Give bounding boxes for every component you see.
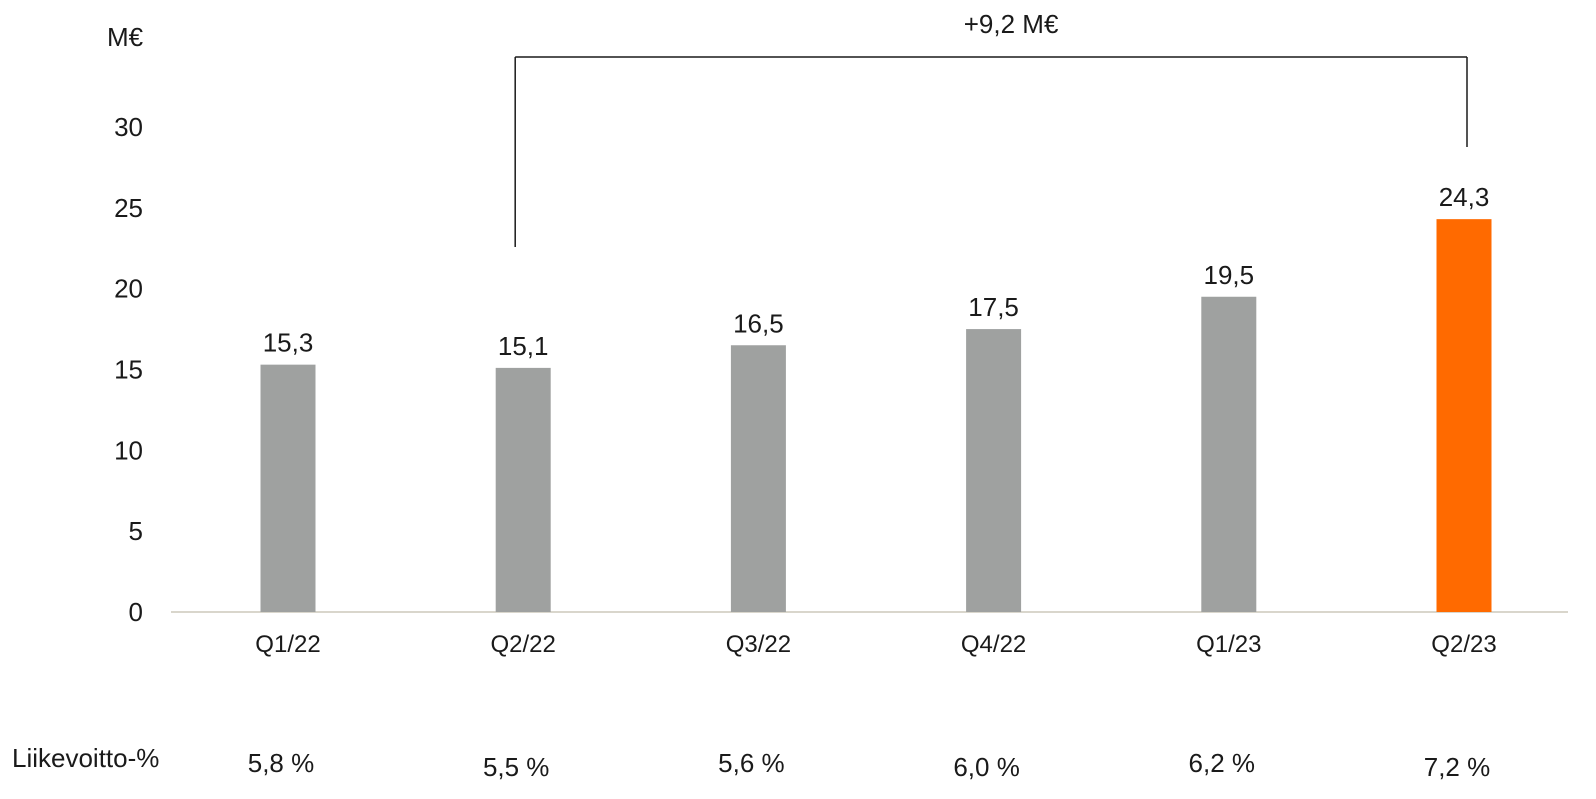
bar-value-label: 16,5 [733, 308, 784, 338]
bar [730, 345, 786, 612]
change-annotation: +9,2 M€ [964, 9, 1059, 39]
bar [966, 329, 1022, 612]
margin-value: 5,8 % [248, 748, 315, 778]
x-tick-label: Q1/22 [255, 631, 320, 658]
bar-value-label: 17,5 [968, 292, 1019, 322]
bar [495, 367, 551, 612]
margin-value: 7,2 % [1424, 752, 1491, 782]
y-unit-label: M€ [107, 22, 144, 52]
margin-value: 6,0 % [953, 752, 1020, 782]
bar-value-label: 19,5 [1203, 260, 1254, 290]
margin-value: 5,5 % [483, 752, 550, 782]
y-tick-label: 5 [129, 516, 143, 546]
value-labels: 15,3 15,1 16,5 17,5 19,5 24,3 [263, 182, 1490, 361]
bar [260, 364, 316, 612]
y-tick-label: 0 [129, 597, 143, 627]
bar [1436, 219, 1492, 612]
x-axis-labels: Q1/22 Q2/22 Q3/22 Q4/22 Q1/23 Q2/23 [255, 631, 1496, 658]
y-tick-label: 20 [114, 274, 143, 304]
x-tick-label: Q1/23 [1196, 631, 1261, 658]
bar [1201, 296, 1257, 612]
margin-value: 6,2 % [1189, 748, 1256, 778]
y-axis-ticks: 0 5 10 15 20 25 30 [114, 112, 143, 627]
change-bracket [514, 56, 1468, 247]
bar-value-label: 15,3 [263, 328, 314, 358]
margin-value: 5,6 % [718, 748, 785, 778]
margin-row-label: Liikevoitto-% [12, 743, 159, 773]
x-tick-label: Q2/23 [1431, 631, 1496, 658]
y-tick-label: 15 [114, 355, 143, 385]
margin-values: 5,8 % 5,5 % 5,6 % 6,0 % 6,2 % 7,2 % [248, 748, 1491, 782]
y-tick-label: 25 [114, 193, 143, 223]
y-tick-label: 10 [114, 435, 143, 465]
x-tick-label: Q4/22 [961, 631, 1026, 658]
x-tick-label: Q2/22 [491, 631, 556, 658]
bar-value-label: 24,3 [1439, 182, 1490, 212]
x-tick-label: Q3/22 [726, 631, 791, 658]
bar-value-label: 15,1 [498, 331, 549, 361]
y-tick-label: 30 [114, 112, 143, 142]
bars [260, 219, 1492, 612]
